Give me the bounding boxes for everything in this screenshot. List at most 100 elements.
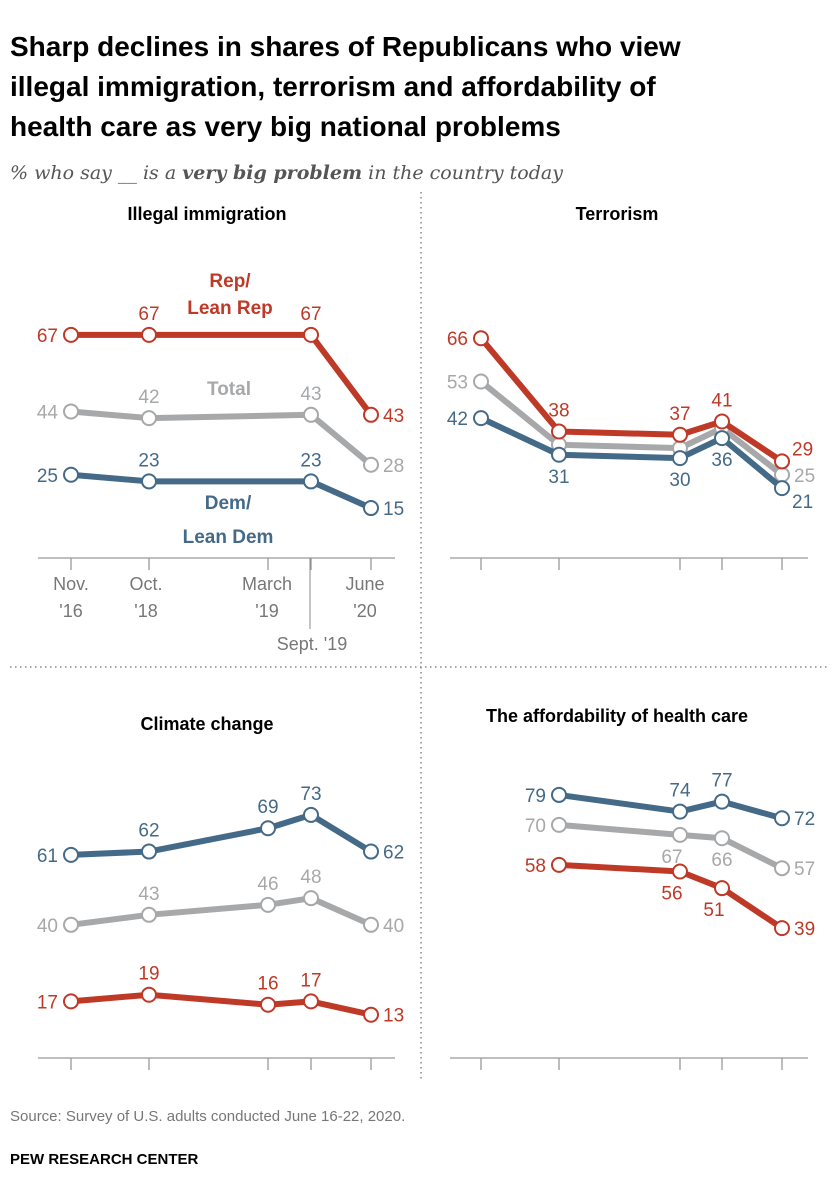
data-point-total	[672, 826, 688, 843]
subtitle-post: in the country today	[362, 162, 563, 184]
source-note: Source: Survey of U.S. adults conducted …	[10, 1108, 405, 1125]
data-label-dem: 15	[383, 499, 404, 520]
series-line-dem	[558, 791, 783, 822]
data-point-rep	[63, 993, 79, 1010]
x-tick-label: '16	[59, 601, 82, 621]
data-point-dem	[473, 410, 489, 427]
panel-1: 53 25 66 38 37 41 29 42 31 30 36 21	[447, 329, 815, 570]
data-label-dem: 79	[525, 786, 546, 807]
panel-title-immigration: Illegal immigration	[127, 204, 286, 224]
data-label-total: 66	[711, 850, 732, 871]
data-point-rep	[774, 920, 790, 937]
data-label-total: 57	[794, 859, 815, 880]
data-point-dem	[141, 843, 157, 860]
data-point-dem	[774, 810, 790, 827]
data-point-rep	[303, 326, 319, 343]
data-label-dem: 21	[792, 492, 813, 513]
data-point-total	[363, 916, 379, 933]
chart-title-line-2: illegal immigration, terrorism and affor…	[10, 71, 656, 102]
data-label-rep: 67	[138, 304, 159, 325]
data-label-rep: 13	[383, 1006, 404, 1027]
data-label-rep: 51	[703, 900, 724, 921]
data-point-rep	[774, 453, 790, 470]
data-point-dem	[672, 450, 688, 467]
data-point-dem	[774, 480, 790, 497]
data-point-total	[473, 373, 489, 390]
data-label-rep: 37	[669, 404, 690, 425]
data-point-rep	[672, 863, 688, 880]
series-line-dem	[70, 471, 373, 511]
data-label-rep: 38	[548, 400, 569, 421]
data-point-total	[714, 830, 730, 847]
data-label-total: 67	[661, 847, 682, 868]
data-point-rep	[363, 1006, 379, 1023]
data-label-dem: 25	[37, 466, 58, 487]
data-point-dem	[551, 786, 567, 803]
series-label-rep-line-2: Lean Rep	[187, 298, 273, 319]
brand-label: PEW RESEARCH CENTER	[10, 1151, 199, 1168]
data-label-total: 70	[525, 816, 546, 837]
series-label-total: Total	[207, 379, 251, 400]
chart-title-line-1: Sharp declines in shares of Republicans …	[10, 31, 681, 62]
series-label-dem-line-1: Dem/	[205, 493, 252, 514]
data-label-dem: 42	[447, 409, 468, 430]
x-tick-label: June	[345, 574, 384, 594]
data-label-rep: 56	[661, 884, 682, 905]
x-tick-label: Oct.	[129, 574, 162, 594]
x-tick-label: '20	[353, 601, 376, 621]
data-label-total: 44	[37, 402, 59, 423]
data-label-rep: 16	[257, 974, 278, 995]
data-point-rep	[63, 326, 79, 343]
data-label-total: 40	[37, 916, 58, 937]
data-label-total: 40	[383, 916, 404, 937]
data-label-dem: 74	[669, 781, 691, 802]
data-label-dem: 69	[257, 797, 278, 818]
panel-3: 70 67 66 57 79 74 77 72 58 56 51 39	[450, 771, 815, 1070]
data-point-rep	[551, 856, 567, 873]
series-label-rep-line-1: Rep/	[209, 271, 251, 292]
data-point-total	[63, 916, 79, 933]
data-point-rep	[672, 426, 688, 443]
data-point-total	[363, 456, 379, 473]
data-label-dem: 77	[711, 771, 732, 792]
data-point-total	[774, 466, 790, 483]
data-point-dem	[551, 446, 567, 463]
data-point-rep	[260, 996, 276, 1013]
data-point-dem	[303, 473, 319, 490]
data-point-dem	[714, 793, 730, 810]
series-line-total	[70, 895, 373, 928]
data-label-dem: 31	[548, 467, 569, 488]
data-label-rep: 17	[37, 992, 58, 1013]
panel-title-terrorism: Terrorism	[576, 204, 659, 224]
data-point-rep	[303, 993, 319, 1010]
data-label-dem: 62	[138, 821, 159, 842]
data-label-rep: 39	[794, 919, 815, 940]
data-label-total: 25	[794, 466, 815, 487]
x-tick-label: Sept. '19	[277, 634, 348, 654]
series-line-total	[558, 821, 784, 871]
x-tick-label: '18	[134, 601, 157, 621]
data-point-dem	[141, 473, 157, 490]
data-label-rep: 66	[447, 329, 468, 350]
data-label-total: 42	[138, 387, 159, 408]
data-point-total	[63, 403, 79, 420]
series-line-rep	[70, 991, 372, 1018]
data-label-rep: 58	[525, 856, 546, 877]
data-point-dem	[363, 843, 379, 860]
data-label-dem: 23	[138, 450, 159, 471]
data-point-dem	[714, 430, 730, 447]
series-label-dem-line-2: Lean Dem	[183, 527, 274, 548]
x-tick-label: Nov.	[53, 574, 89, 594]
data-label-total: 46	[257, 874, 278, 895]
data-point-dem	[672, 803, 688, 820]
data-label-total: 43	[138, 884, 159, 905]
data-label-rep: 67	[37, 326, 58, 347]
data-point-rep	[141, 326, 157, 343]
data-label-rep: 43	[383, 406, 404, 427]
data-label-dem: 72	[794, 809, 815, 830]
data-label-dem: 73	[300, 784, 321, 805]
data-label-rep: 67	[300, 304, 321, 325]
panel-0: 44 42 43 28 67 67 67 43 25 23 23 15	[37, 304, 404, 570]
x-tick-label: '19	[255, 601, 278, 621]
